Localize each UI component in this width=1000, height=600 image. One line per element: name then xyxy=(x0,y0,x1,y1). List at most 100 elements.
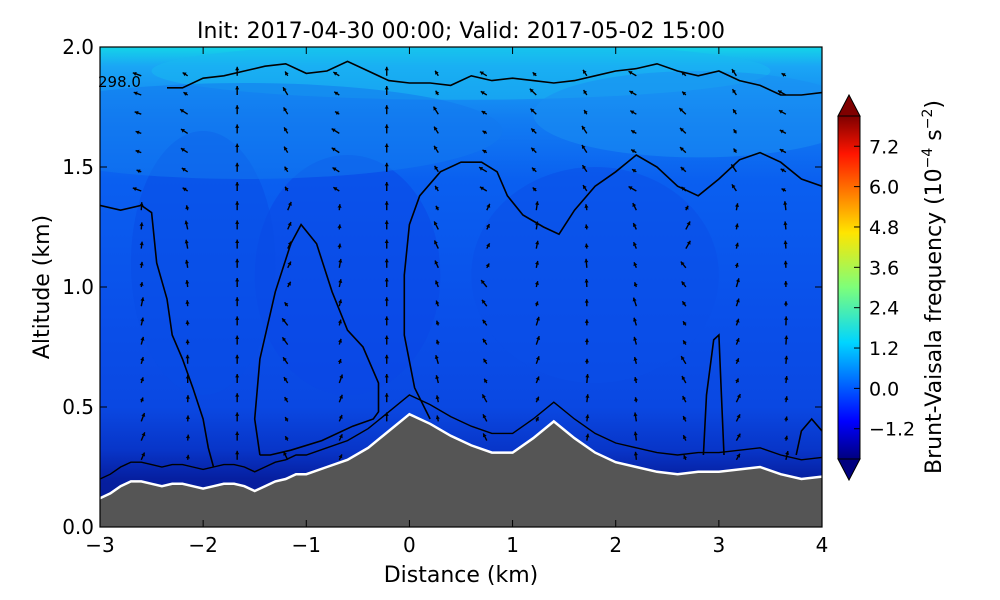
x-tick-label: 2 xyxy=(609,533,622,557)
wind-vector-head xyxy=(284,397,289,402)
wind-vector-head xyxy=(285,436,289,441)
wind-vector-head xyxy=(778,90,783,95)
wind-vector-head xyxy=(783,301,788,305)
wind-vector-head xyxy=(529,88,534,93)
wind-vector-head xyxy=(781,73,786,77)
wind-vector-head xyxy=(734,262,739,267)
wind-vector-head xyxy=(140,297,145,302)
wind-vector-head xyxy=(732,89,737,94)
wind-vector-head xyxy=(481,299,486,304)
wind-vector-head xyxy=(583,185,587,190)
wind-vector-head xyxy=(633,317,637,322)
wind-vector-head xyxy=(435,300,440,305)
wind-vector-head xyxy=(486,224,490,228)
colorbar: 7.2 6.0 4.8 3.6 2.4 1.2 0.0 −1.2 Brunt-Vaisala … xyxy=(837,93,947,482)
wind-vector-head xyxy=(783,201,788,205)
wind-vector-head xyxy=(535,356,540,361)
wind-vector-head xyxy=(531,167,536,172)
wind-vector-head xyxy=(140,336,145,341)
wind-vector-head xyxy=(585,394,590,398)
wind-vector-head xyxy=(434,126,438,131)
wind-vector-head xyxy=(384,393,389,397)
wind-vector-head xyxy=(682,435,687,440)
colorbar-tick-label: 3.6 xyxy=(869,257,899,279)
wind-vector-head xyxy=(585,433,590,438)
colorbar-body xyxy=(837,115,861,460)
wind-vector-head xyxy=(135,130,140,135)
wind-vector-head xyxy=(485,263,490,268)
wind-vector-head xyxy=(139,397,144,402)
wind-vector-head xyxy=(633,431,638,436)
wind-vector-head xyxy=(682,91,687,96)
wind-vector-head xyxy=(682,416,687,420)
wind-vector-head xyxy=(734,242,739,247)
wind-vector-head xyxy=(384,86,389,90)
wind-vector-head xyxy=(384,66,389,71)
wind-vector-head xyxy=(331,128,336,133)
wind-vector-head xyxy=(235,182,240,186)
wind-vector-head xyxy=(681,376,686,381)
wind-vector-head xyxy=(435,339,440,344)
wind-vector-head xyxy=(535,240,540,245)
wind-vector-head xyxy=(435,395,440,400)
wind-vector-head xyxy=(633,357,638,361)
wind-vector-head xyxy=(733,129,738,134)
wind-vector-head xyxy=(283,357,287,362)
wind-vector-head xyxy=(783,221,788,226)
wind-vector-head xyxy=(630,110,635,115)
wind-vector-head xyxy=(683,340,687,345)
wind-vector-head xyxy=(684,205,689,210)
wind-vector-head xyxy=(284,127,288,132)
wind-vector-head xyxy=(633,262,638,267)
contour-line-4 xyxy=(702,333,725,456)
wind-vector-head xyxy=(736,414,741,419)
wind-vector-head xyxy=(634,397,639,402)
wind-vector-head xyxy=(535,316,540,321)
wind-vector-head xyxy=(530,108,535,113)
wind-vector-head xyxy=(633,282,638,287)
wind-vector-head xyxy=(182,72,187,77)
colorbar-tick-label: −1.2 xyxy=(869,419,915,441)
wind-vector-head xyxy=(482,433,487,438)
wind-vector-head xyxy=(482,130,487,135)
wind-vector-head xyxy=(331,147,336,152)
wind-vector-head xyxy=(535,201,540,205)
wind-vector-head xyxy=(581,145,586,150)
wind-vector-head xyxy=(133,91,138,96)
wind-vector-head xyxy=(434,240,438,245)
x-tick-label: −2 xyxy=(188,533,217,557)
wind-vector-head xyxy=(384,335,389,340)
wind-vector-head xyxy=(735,318,740,323)
wind-vector-head xyxy=(337,319,342,324)
wind-vector-head xyxy=(633,336,638,341)
wind-vector-head xyxy=(434,260,439,265)
wind-vector-head xyxy=(584,224,589,229)
wind-vector-head xyxy=(682,395,687,400)
wind-vector-head xyxy=(584,299,589,303)
wind-vector-head xyxy=(434,355,439,360)
wind-vector-head xyxy=(632,203,637,207)
colorbar-units-open: (10 xyxy=(922,168,947,205)
wind-vector-head xyxy=(682,301,687,306)
contour-line-0 xyxy=(167,60,822,96)
wind-vector-head xyxy=(582,165,587,170)
wind-vector-head xyxy=(535,396,540,401)
wind-vector-head xyxy=(139,241,144,246)
wind-vector-head xyxy=(185,454,190,459)
wind-vector-head xyxy=(631,130,636,134)
wind-vector-head xyxy=(735,358,740,363)
colorbar-tick-label: 0.0 xyxy=(869,378,899,400)
wind-vector-head xyxy=(135,149,140,154)
wind-vector-head xyxy=(185,280,190,284)
wind-vector-head xyxy=(784,316,789,320)
wind-vector-head xyxy=(235,124,240,128)
wind-vector-head xyxy=(532,72,537,77)
wind-vector-head xyxy=(531,147,536,152)
wind-vector-head xyxy=(235,201,240,205)
wind-vector-head xyxy=(333,187,338,191)
wind-vector-head xyxy=(184,220,189,225)
colorbar-max-extension xyxy=(837,93,861,117)
wind-vector-head xyxy=(484,378,488,383)
terrain-outline xyxy=(100,412,822,500)
